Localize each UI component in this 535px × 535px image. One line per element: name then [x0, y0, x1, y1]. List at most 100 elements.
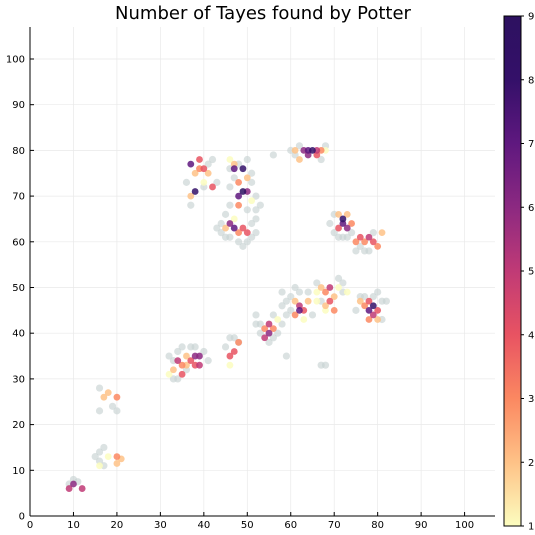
- data-point: [343, 233, 351, 241]
- x-tick-label: 90: [415, 520, 428, 531]
- data-point: [287, 293, 295, 301]
- data-point: [330, 229, 338, 237]
- data-point: [217, 219, 225, 228]
- data-point: [204, 357, 212, 365]
- x-tick-label: 10: [67, 520, 80, 531]
- data-point: [282, 297, 290, 305]
- data-point: [335, 284, 342, 291]
- data-point: [230, 165, 238, 173]
- data-point: [335, 210, 342, 218]
- data-point: [100, 443, 108, 452]
- data-point: [226, 183, 234, 191]
- data-point: [252, 320, 260, 328]
- data-point: [300, 316, 308, 323]
- data-point: [204, 160, 212, 168]
- data-point: [278, 288, 286, 296]
- data-point: [347, 229, 356, 237]
- data-point: [356, 297, 364, 305]
- data-point: [339, 215, 347, 223]
- data-point: [200, 165, 208, 173]
- data-point: [209, 183, 216, 191]
- data-point: [352, 247, 360, 255]
- data-point: [243, 238, 251, 246]
- data-point: [239, 165, 247, 173]
- data-point: [343, 224, 351, 232]
- data-point: [361, 238, 369, 246]
- data-point: [378, 229, 386, 237]
- data-point: [369, 302, 377, 310]
- data-point: [304, 297, 312, 305]
- x-tick-label: 60: [284, 520, 297, 531]
- x-tick-label: 20: [111, 520, 124, 531]
- data-point: [78, 485, 86, 492]
- colorbar-tick-label: 1: [528, 522, 534, 533]
- data-point: [95, 384, 104, 392]
- colorbar-tick-label: 2: [528, 458, 534, 469]
- data-point: [248, 178, 256, 186]
- data-point: [265, 338, 273, 346]
- data-point: [356, 233, 364, 241]
- data-point: [70, 480, 77, 488]
- data-point: [304, 288, 312, 296]
- data-point: [230, 224, 238, 232]
- data-point: [65, 485, 73, 492]
- data-point: [382, 297, 390, 305]
- colorbar-tick-label: 5: [528, 267, 534, 278]
- y-tick-label: 30: [12, 374, 25, 385]
- data-point: [226, 220, 234, 227]
- data-point: [95, 448, 104, 456]
- data-point: [343, 288, 351, 296]
- data-point: [256, 201, 264, 209]
- data-point: [269, 151, 277, 159]
- data-point: [200, 347, 208, 356]
- y-tick-label: 90: [12, 100, 25, 111]
- data-point: [96, 462, 103, 470]
- data-point: [252, 215, 260, 223]
- y-tick-label: 100: [6, 54, 25, 65]
- data-point: [261, 334, 269, 342]
- grid-lines: [29, 27, 495, 517]
- data-point: [252, 192, 260, 200]
- data-point: [196, 352, 203, 360]
- data-point: [334, 274, 343, 282]
- x-tick-label: 50: [241, 520, 254, 531]
- data-point: [374, 316, 382, 323]
- data-point: [235, 201, 243, 209]
- x-tick-label: 0: [27, 520, 33, 531]
- data-point: [330, 306, 338, 314]
- data-point: [243, 229, 251, 237]
- x-tick-label: 30: [154, 520, 167, 531]
- data-point: [296, 306, 303, 314]
- data-point: [217, 229, 225, 237]
- data-point: [278, 302, 286, 310]
- data-point: [191, 169, 199, 177]
- data-point: [361, 302, 369, 310]
- data-point: [291, 297, 299, 305]
- data-point: [326, 219, 334, 228]
- data-point: [182, 178, 191, 186]
- data-point: [295, 288, 304, 296]
- data-point: [248, 233, 256, 241]
- data-point: [191, 343, 199, 351]
- data-point: [282, 352, 290, 360]
- data-point: [200, 178, 208, 186]
- data-point: [169, 375, 178, 383]
- data-point: [213, 178, 221, 186]
- data-point: [248, 169, 256, 177]
- data-point: [248, 197, 256, 205]
- data-point: [226, 361, 234, 369]
- data-point: [235, 238, 243, 246]
- data-point: [269, 334, 277, 342]
- data-point: [348, 220, 355, 227]
- data-point: [104, 389, 112, 397]
- data-point: [204, 169, 212, 177]
- data-point: [322, 302, 329, 310]
- data-point: [248, 219, 256, 228]
- data-point: [369, 238, 377, 246]
- data-point: [183, 352, 190, 360]
- y-tick-label: 10: [12, 466, 25, 477]
- data-point: [100, 393, 108, 401]
- data-point: [356, 242, 364, 250]
- data-point: [95, 407, 104, 415]
